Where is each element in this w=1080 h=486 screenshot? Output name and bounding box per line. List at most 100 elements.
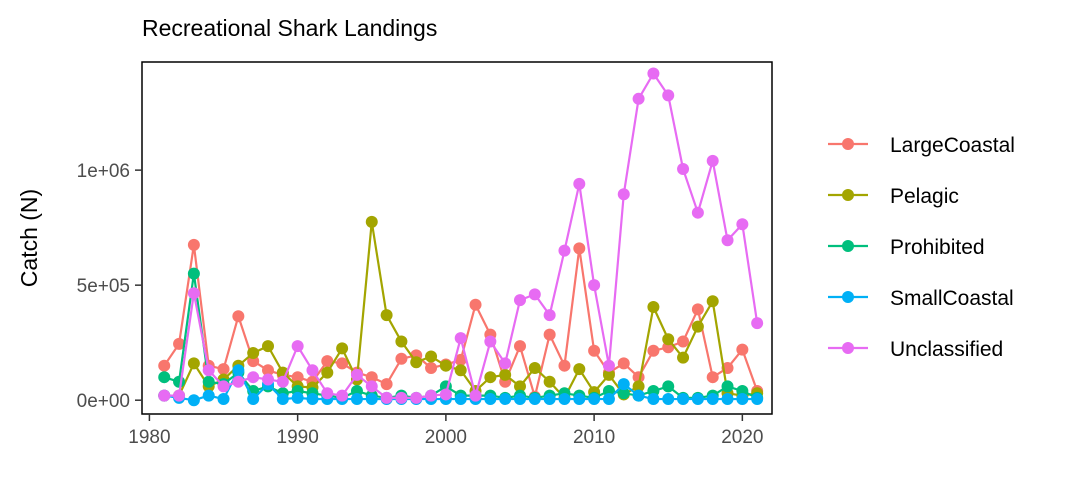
data-point-SmallCoastal (721, 393, 734, 406)
data-point-Pelagic (365, 215, 378, 228)
data-point-Prohibited (158, 371, 171, 384)
data-point-Unclassified (543, 309, 556, 322)
data-point-Prohibited (202, 375, 215, 388)
data-point-Unclassified (632, 92, 645, 105)
data-point-Unclassified (499, 357, 512, 370)
data-point-SmallCoastal (454, 393, 467, 406)
data-point-Unclassified (602, 359, 615, 372)
data-point-Unclassified (736, 218, 749, 231)
data-point-Unclassified (706, 154, 719, 167)
data-point-Unclassified (439, 388, 452, 401)
data-point-Unclassified (291, 340, 304, 353)
data-point-Pelagic (499, 368, 512, 381)
data-point-Unclassified (350, 368, 363, 381)
legend-label: Prohibited (890, 236, 985, 259)
series-Unclassified (158, 67, 764, 404)
legend-label: Pelagic (890, 185, 959, 208)
data-point-Pelagic (321, 366, 334, 379)
data-point-Pelagic (454, 364, 467, 377)
data-point-Unclassified (454, 332, 467, 345)
data-point-Pelagic (395, 335, 408, 348)
data-point-Unclassified (232, 375, 245, 388)
data-point-Unclassified (217, 380, 230, 393)
data-point-Unclassified (617, 188, 630, 201)
data-point-SmallCoastal (217, 393, 230, 406)
data-point-SmallCoastal (558, 393, 571, 406)
legend-key-point (842, 342, 854, 354)
x-tick-label: 1980 (128, 427, 170, 448)
data-point-LargeCoastal (573, 242, 586, 255)
legend-key-point (842, 189, 854, 201)
data-point-LargeCoastal (706, 371, 719, 384)
series-layer (158, 67, 764, 407)
data-point-Unclassified (573, 177, 586, 190)
data-point-Pelagic (706, 295, 719, 308)
legend-key-point (842, 138, 854, 150)
data-point-SmallCoastal (202, 389, 215, 402)
data-point-Pelagic (632, 380, 645, 393)
data-point-Prohibited (721, 380, 734, 393)
data-point-Unclassified (514, 294, 526, 307)
data-point-LargeCoastal (469, 298, 482, 311)
data-point-Unclassified (528, 288, 541, 301)
data-point-Unclassified (647, 67, 660, 80)
data-point-SmallCoastal (499, 393, 512, 406)
data-point-SmallCoastal (602, 393, 615, 406)
legend-item-Prohibited: Prohibited (828, 236, 985, 259)
legend: LargeCoastal Pelagic Prohibited SmallCoasta… (828, 134, 1015, 361)
y-axis: 0e+00 5e+05 1e+06 (77, 161, 142, 412)
data-point-Pelagic (677, 351, 690, 364)
legend-item-LargeCoastal: LargeCoastal (828, 134, 1015, 157)
data-point-SmallCoastal (350, 393, 363, 406)
legend-item-Unclassified: Unclassified (828, 338, 1003, 361)
data-point-Unclassified (425, 389, 438, 402)
data-point-Prohibited (617, 387, 630, 400)
x-tick-label: 2010 (573, 427, 615, 448)
data-point-Pelagic (647, 301, 660, 314)
data-point-Pelagic (187, 357, 200, 370)
legend-key-point (842, 240, 854, 252)
data-point-SmallCoastal (306, 393, 319, 406)
data-point-Unclassified (247, 371, 260, 384)
x-axis: 1980 1990 2000 2010 2020 (128, 414, 763, 448)
data-point-LargeCoastal (158, 359, 171, 372)
data-point-LargeCoastal (543, 328, 556, 341)
data-point-Unclassified (721, 234, 734, 247)
y-axis-title: Catch (N) (16, 189, 42, 287)
data-point-Unclassified (751, 317, 764, 330)
data-point-Unclassified (173, 389, 186, 402)
data-point-Pelagic (573, 363, 586, 376)
data-point-Prohibited (187, 267, 200, 280)
chart-title: Recreational Shark Landings (142, 15, 437, 41)
legend-label: SmallCoastal (890, 287, 1014, 310)
data-point-Unclassified (558, 244, 571, 257)
data-point-Pelagic (484, 371, 497, 384)
data-point-LargeCoastal (336, 357, 349, 370)
data-point-SmallCoastal (543, 393, 556, 406)
legend-label: LargeCoastal (890, 134, 1015, 157)
data-point-Unclassified (158, 389, 171, 402)
data-point-SmallCoastal (514, 393, 526, 406)
data-point-SmallCoastal (528, 393, 541, 406)
data-point-LargeCoastal (647, 344, 660, 357)
data-point-LargeCoastal (187, 238, 200, 251)
data-point-LargeCoastal (380, 378, 393, 391)
data-point-Unclassified (677, 162, 690, 175)
data-point-LargeCoastal (173, 337, 186, 350)
data-point-Pelagic (410, 356, 423, 369)
data-point-SmallCoastal (751, 393, 764, 406)
data-point-LargeCoastal (558, 359, 571, 372)
y-tick-label: 0e+00 (77, 391, 130, 412)
x-tick-label: 2020 (721, 427, 763, 448)
data-point-Unclassified (336, 389, 349, 402)
data-point-Prohibited (662, 380, 675, 393)
y-tick-label: 1e+06 (77, 161, 130, 182)
data-point-LargeCoastal (454, 353, 467, 366)
legend-item-SmallCoastal: SmallCoastal (828, 287, 1014, 310)
data-point-Unclassified (321, 387, 334, 400)
data-point-Pelagic (528, 361, 541, 374)
data-point-SmallCoastal (706, 393, 719, 406)
data-point-LargeCoastal (514, 340, 526, 353)
data-point-Prohibited (173, 375, 186, 388)
